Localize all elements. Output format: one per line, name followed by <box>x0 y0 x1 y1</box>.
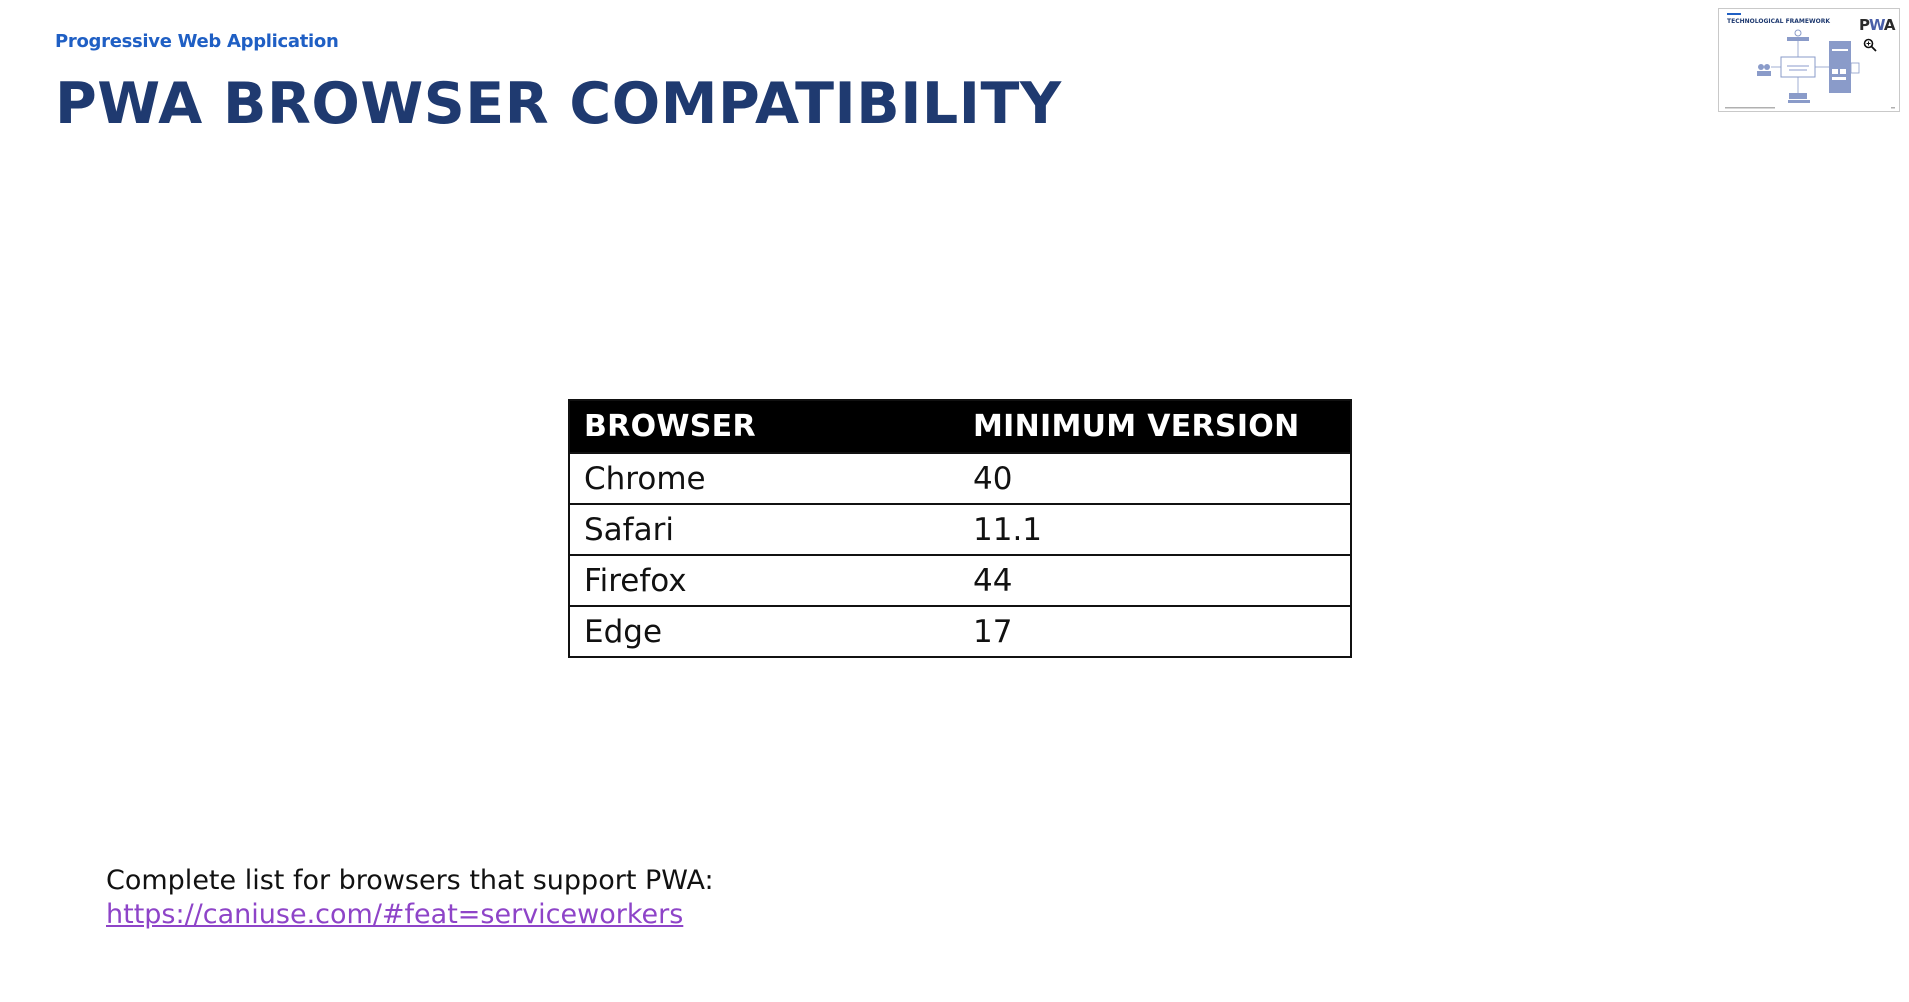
zoom-in-icon[interactable] <box>1863 38 1877 52</box>
table-row: Edge 17 <box>568 605 1352 658</box>
slide-subtitle: Progressive Web Application <box>55 31 339 52</box>
slide-thumbnail[interactable]: TECHNOLOGICAL FRAMEWORK PWA <box>1718 8 1900 112</box>
browser-name-cell: Safari <box>568 503 959 556</box>
version-cell: 17 <box>959 605 1352 658</box>
caniuse-link[interactable]: https://caniuse.com/#feat=serviceworkers <box>106 899 684 930</box>
table-row: Chrome 40 <box>568 452 1352 505</box>
version-cell: 44 <box>959 554 1352 607</box>
version-cell: 11.1 <box>959 503 1352 556</box>
version-cell: 40 <box>959 452 1352 505</box>
footnote-text: Complete list for browsers that support … <box>106 865 714 896</box>
footnote: Complete list for browsers that support … <box>106 864 714 932</box>
table-row: Firefox 44 <box>568 554 1352 607</box>
pwa-logo: PWA <box>1859 16 1896 34</box>
thumbnail-diagram <box>1725 29 1895 109</box>
pwa-logo-w: W <box>1869 16 1885 34</box>
browser-name-cell: Firefox <box>568 554 959 607</box>
pwa-logo-p: P <box>1859 16 1870 34</box>
column-header-browser: BROWSER <box>568 399 959 454</box>
slide-title: PWA BROWSER COMPATIBILITY <box>55 71 1062 137</box>
browser-name-cell: Chrome <box>568 452 959 505</box>
browser-compatibility-table: BROWSER MINIMUM VERSION Chrome 40 Safari… <box>568 399 1352 658</box>
browser-name-cell: Edge <box>568 605 959 658</box>
thumbnail-subtitle-bar <box>1727 13 1741 15</box>
thumbnail-heading: TECHNOLOGICAL FRAMEWORK <box>1727 18 1830 25</box>
table-header-row: BROWSER MINIMUM VERSION <box>568 399 1352 454</box>
column-header-minimum-version: MINIMUM VERSION <box>959 399 1352 454</box>
table-row: Safari 11.1 <box>568 503 1352 556</box>
pwa-logo-a: A <box>1883 16 1896 34</box>
